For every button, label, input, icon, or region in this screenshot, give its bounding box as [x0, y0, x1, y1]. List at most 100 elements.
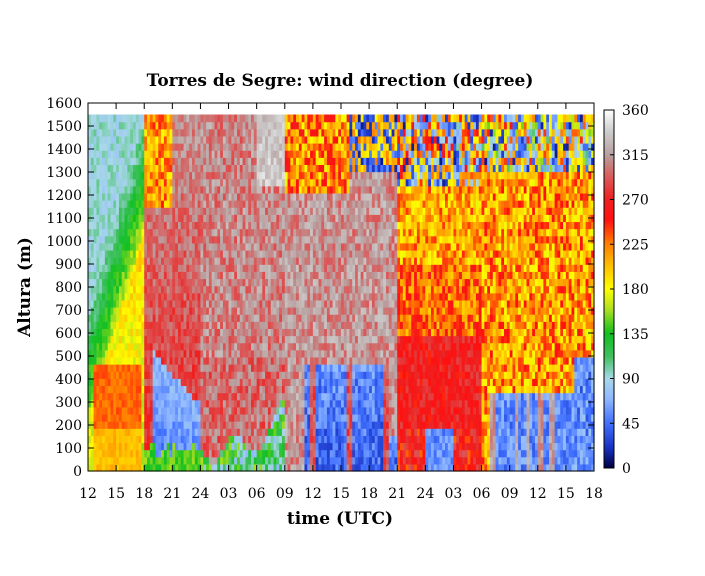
- heatmap-cell: [183, 307, 187, 315]
- heatmap-cell: [287, 307, 291, 315]
- heatmap-cell: [172, 171, 176, 180]
- heatmap-cell: [135, 335, 140, 344]
- heatmap-cell: [332, 235, 336, 244]
- heatmap-cell: [290, 257, 294, 265]
- heatmap-cell: [107, 157, 112, 166]
- heatmap-cell: [180, 299, 185, 308]
- heatmap-cell: [335, 278, 339, 287]
- heatmap-cell: [222, 314, 227, 322]
- heatmap-cell: [118, 164, 123, 173]
- heatmap-cell: [149, 378, 154, 387]
- heatmap-cell: [273, 150, 277, 158]
- heatmap-cell: [141, 171, 145, 180]
- heatmap-cell: [315, 449, 320, 458]
- heatmap-cell: [141, 413, 145, 422]
- heatmap-cell: [360, 257, 365, 265]
- heatmap-cell: [312, 157, 317, 166]
- heatmap-cell: [152, 128, 157, 137]
- heatmap-cell: [287, 342, 291, 351]
- heatmap-cell: [208, 278, 213, 287]
- heatmap-cell: [338, 249, 342, 258]
- heatmap-cell: [214, 178, 218, 187]
- heatmap-cell: [332, 128, 336, 137]
- heatmap-cell: [211, 378, 216, 387]
- heatmap-cell: [155, 157, 159, 166]
- heatmap-cell: [138, 299, 143, 308]
- heatmap-cell: [242, 442, 247, 451]
- heatmap-cell: [329, 171, 334, 180]
- heatmap-cell: [363, 449, 367, 458]
- heatmap-cell: [135, 307, 140, 315]
- heatmap-cell: [239, 150, 244, 158]
- heatmap-cell: [326, 171, 331, 180]
- heatmap-cell: [312, 371, 317, 379]
- heatmap-cell: [332, 135, 336, 144]
- heatmap-cell: [225, 143, 230, 151]
- heatmap-cell: [338, 207, 342, 215]
- heatmap-cell: [158, 257, 162, 265]
- heatmap-cell: [332, 328, 336, 337]
- heatmap-cell: [183, 299, 187, 308]
- heatmap-cell: [245, 200, 249, 208]
- heatmap-cell: [349, 342, 353, 351]
- heatmap-cell: [228, 356, 232, 365]
- heatmap-cell: [206, 242, 210, 251]
- heatmap-cell: [99, 150, 103, 158]
- heatmap-cell: [329, 114, 334, 123]
- heatmap-cell: [273, 399, 277, 408]
- heatmap-cell: [158, 121, 162, 130]
- heatmap-cell: [293, 200, 297, 208]
- heatmap-cell: [144, 314, 148, 322]
- heatmap-cell: [236, 128, 241, 137]
- heatmap-cell: [253, 192, 258, 201]
- heatmap-cell: [293, 228, 297, 237]
- heatmap-cell: [104, 456, 109, 465]
- heatmap-cell: [127, 413, 131, 422]
- heatmap-cell: [186, 214, 190, 223]
- heatmap-cell: [93, 264, 98, 272]
- heatmap-cell: [318, 135, 322, 144]
- heatmap-cell: [310, 421, 314, 429]
- heatmap-cell: [332, 356, 336, 365]
- heatmap-cell: [253, 456, 258, 465]
- heatmap-cell: [225, 356, 230, 365]
- heatmap-cell: [341, 271, 345, 280]
- heatmap-cell: [130, 428, 134, 436]
- heatmap-cell: [169, 278, 173, 287]
- heatmap-cell: [149, 413, 154, 422]
- heatmap-cell: [281, 249, 286, 258]
- heatmap-cell: [234, 463, 238, 472]
- heatmap-cell: [124, 257, 128, 265]
- heatmap-cell: [239, 214, 244, 223]
- heatmap-cell: [214, 221, 218, 230]
- heatmap-cell: [186, 249, 190, 258]
- heatmap-cell: [183, 150, 187, 158]
- heatmap-cell: [116, 335, 120, 344]
- heatmap-cell: [163, 249, 168, 258]
- heatmap-cell: [343, 128, 348, 137]
- heatmap-cell: [107, 328, 112, 337]
- heatmap-cell: [242, 335, 247, 344]
- heatmap-cell: [203, 428, 207, 436]
- heatmap-cell: [177, 364, 182, 372]
- heatmap-cell: [279, 150, 283, 158]
- heatmap-cell: [102, 150, 106, 158]
- heatmap-cell: [245, 257, 249, 265]
- heatmap-cell: [217, 257, 221, 265]
- heatmap-cell: [214, 421, 218, 429]
- heatmap-cell: [96, 356, 100, 365]
- heatmap-cell: [360, 399, 365, 408]
- heatmap-cell: [245, 335, 249, 344]
- heatmap-cell: [192, 128, 196, 137]
- heatmap-cell: [183, 185, 187, 194]
- heatmap-cell: [88, 157, 92, 166]
- heatmap-cell: [332, 449, 336, 458]
- heatmap-cell: [90, 442, 95, 451]
- heatmap-cell: [239, 192, 244, 201]
- heatmap-cell: [298, 442, 303, 451]
- heatmap-cell: [341, 128, 345, 137]
- heatmap-cell: [163, 257, 168, 265]
- heatmap-cell: [189, 121, 193, 130]
- heatmap-cell: [256, 257, 261, 265]
- heatmap-cell: [307, 164, 311, 173]
